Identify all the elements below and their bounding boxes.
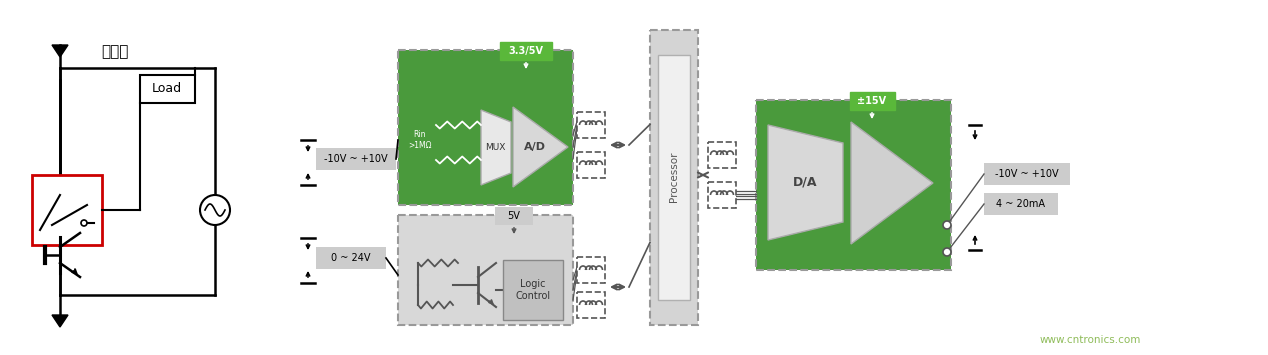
Polygon shape [481,110,511,185]
Bar [316,148,396,170]
Bar [398,215,573,325]
Polygon shape [768,125,843,240]
Bar [577,112,605,138]
Text: 5V: 5V [507,211,520,221]
Text: 继电器: 继电器 [101,44,128,60]
Bar [708,142,735,168]
Bar [316,247,385,269]
Text: 0 ~ 24V: 0 ~ 24V [331,253,370,263]
Text: www.cntronics.com: www.cntronics.com [1040,335,1141,345]
Circle shape [943,221,951,229]
Bar [503,260,563,320]
Polygon shape [851,122,933,244]
Text: Load: Load [152,82,183,95]
Text: A/D: A/D [524,142,547,152]
Text: -10V ~ +10V: -10V ~ +10V [325,154,388,164]
Bar [708,182,735,208]
Text: -10V ~ +10V: -10V ~ +10V [995,169,1059,179]
Bar [577,152,605,178]
Polygon shape [52,45,68,57]
Bar [658,55,690,300]
Bar [650,30,697,325]
Bar [577,257,605,283]
Circle shape [200,195,230,225]
Text: MUX: MUX [484,142,505,152]
Bar [756,100,951,270]
Bar [398,50,573,205]
Text: D/A: D/A [792,175,818,189]
Text: Processor: Processor [670,152,678,202]
Bar [984,163,1070,185]
Bar [139,75,195,103]
Text: Rin
>1MΩ: Rin >1MΩ [408,130,431,150]
Polygon shape [514,107,568,187]
Bar [984,193,1058,215]
Text: ±15V: ±15V [857,96,886,106]
Text: 3.3/5V: 3.3/5V [508,46,544,56]
Text: Logic
Control: Logic Control [515,279,550,301]
Text: 4 ~ 20mA: 4 ~ 20mA [997,199,1046,209]
Bar [32,175,101,245]
Circle shape [943,248,951,256]
Polygon shape [52,315,68,327]
Bar [577,292,605,318]
Bar [500,42,552,60]
Bar [850,92,895,110]
Bar [495,207,533,225]
Circle shape [81,220,87,226]
